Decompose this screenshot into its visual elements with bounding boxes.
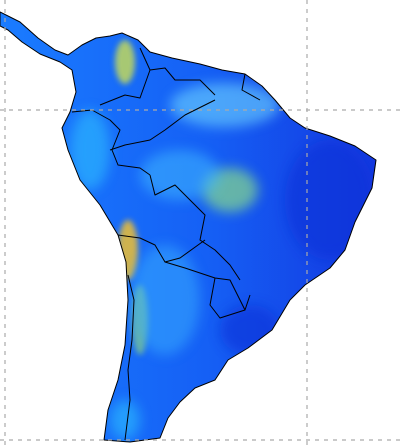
land xyxy=(0,11,377,443)
country-borders xyxy=(71,47,261,441)
